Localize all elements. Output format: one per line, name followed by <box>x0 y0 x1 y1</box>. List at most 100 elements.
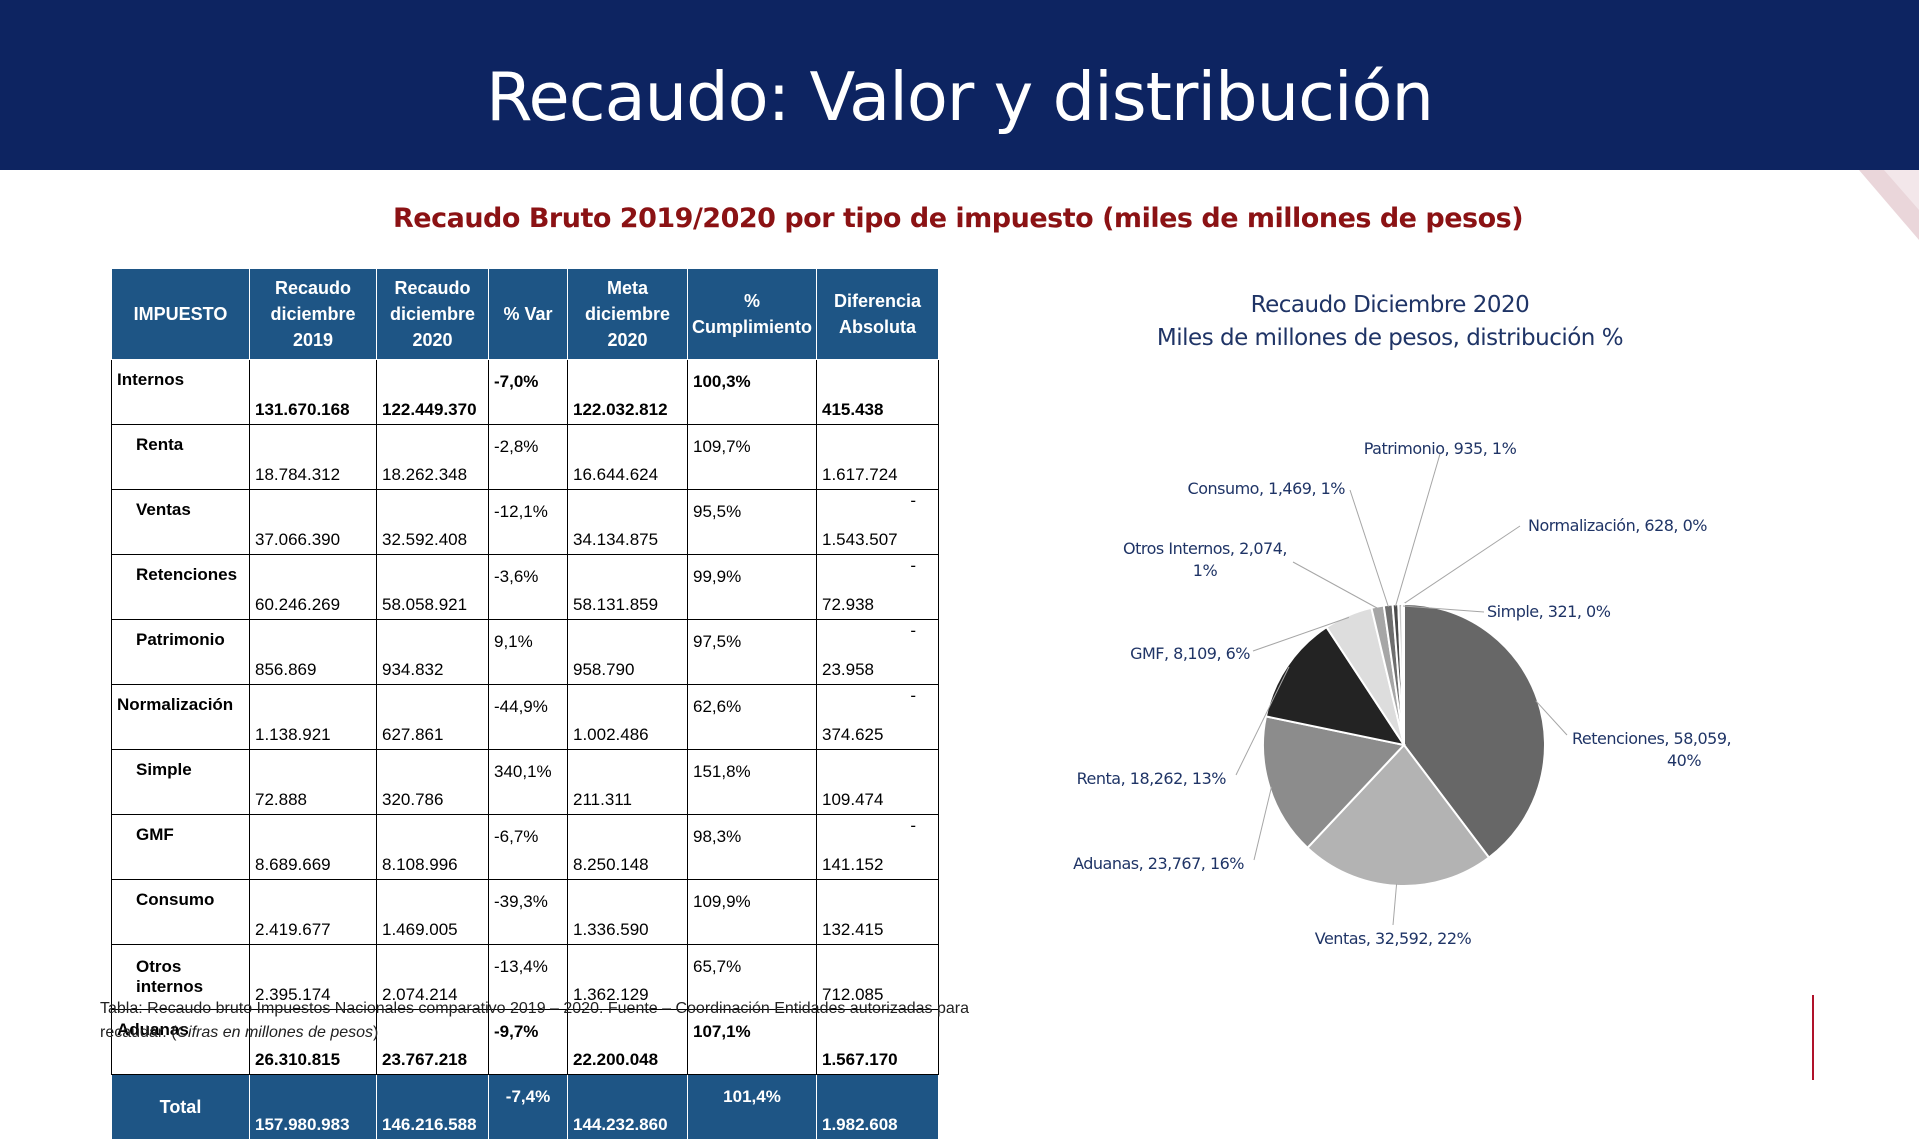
accent-line <box>1812 995 1814 1080</box>
data-label-line: Simple, 321, 0% <box>1487 602 1611 621</box>
leader-line <box>1253 786 1272 861</box>
cell-2019: 72.888 <box>249 749 377 815</box>
cell-meta: 58.131.859 <box>567 554 688 620</box>
data-label-line: Aduanas, 23,767, 16% <box>1073 854 1244 873</box>
cell-2020: 2.074.214 <box>376 944 489 1010</box>
data-label-line: Otros Internos, 2,074, <box>1123 539 1287 558</box>
col-header: % Cumplimiento <box>687 268 817 360</box>
cell-meta: 8.250.148 <box>567 814 688 880</box>
col-header: Diferencia Absoluta <box>816 268 939 360</box>
cell-2019: 8.689.669 <box>249 814 377 880</box>
total-meta: 144.232.860 <box>567 1074 688 1140</box>
cell-diferencia: 415.438 <box>816 359 939 425</box>
cell-diferencia: 1.543.507- <box>816 489 939 555</box>
cell-diferencia: 23.958- <box>816 619 939 685</box>
leader-line <box>1252 616 1350 652</box>
data-label: Normalización, 628, 0% <box>1528 516 1707 535</box>
row-name: Aduanas <box>111 1009 250 1075</box>
total-2020: 146.216.588 <box>376 1074 489 1140</box>
col-header: % Var <box>488 268 568 360</box>
cell-2019: 26.310.815 <box>249 1009 377 1075</box>
table-row: Simple 72.888 320.786 340,1% 211.311 151,8% 10… <box>111 749 939 815</box>
total-2019: 157.980.983 <box>249 1074 377 1140</box>
row-name: Otros internos <box>111 944 250 1010</box>
data-label: Retenciones, 58,059, 40% <box>1572 729 1731 770</box>
cell-meta: 1.002.486 <box>567 684 688 750</box>
cell-var: -3,6% <box>488 554 568 620</box>
cell-2019: 2.395.174 <box>249 944 377 1010</box>
table-total-row: Total 157.980.983 146.216.588 -7,4% 144.232.… <box>111 1074 939 1140</box>
cell-var: -7,0% <box>488 359 568 425</box>
data-label-line: 1% <box>1193 561 1218 580</box>
data-label: Renta, 18,262, 13% <box>1077 769 1227 788</box>
cell-cumplimiento: 109,7% <box>687 424 817 490</box>
cell-2020: 934.832 <box>376 619 489 685</box>
cell-cumplimiento: 100,3% <box>687 359 817 425</box>
cell-2020: 1.469.005 <box>376 879 489 945</box>
dash-mark: - <box>910 556 916 575</box>
cell-cumplimiento: 99,9% <box>687 554 817 620</box>
data-label: Aduanas, 23,767, 16% <box>1073 854 1244 873</box>
cell-meta: 22.200.048 <box>567 1009 688 1075</box>
caption-end: ) <box>373 1024 379 1041</box>
table-header-row: IMPUESTO Recaudo diciembre 2019 Recaudo … <box>111 268 939 360</box>
table-row: Aduanas 26.310.815 23.767.218 -9,7% 22.200.0… <box>111 1009 939 1075</box>
chart-subtitle: Miles de millones de pesos, distribución… <box>1156 325 1624 351</box>
leader-line <box>1535 700 1568 736</box>
cell-diferencia: 1.617.724 <box>816 424 939 490</box>
cell-var: 9,1% <box>488 619 568 685</box>
cell-2020: 8.108.996 <box>376 814 489 880</box>
tax-table: IMPUESTO Recaudo diciembre 2019 Recaudo … <box>111 268 939 1140</box>
caption-italic: Cifras en millones de pesos <box>176 1024 374 1041</box>
cell-var: 340,1% <box>488 749 568 815</box>
cell-cumplimiento: 109,9% <box>687 879 817 945</box>
row-name: Simple <box>111 749 250 815</box>
table-row: Normalización 1.138.921 627.861 -44,9% 1.002… <box>111 684 939 750</box>
table-row: Retenciones 60.246.269 58.058.921 -3,6% 58.1… <box>111 554 939 620</box>
cell-meta: 1.362.129 <box>567 944 688 1010</box>
data-label-line: Consumo, 1,469, 1% <box>1188 479 1346 498</box>
cell-2019: 1.138.921 <box>249 684 377 750</box>
pie-slice-aduanas <box>1261 715 1406 850</box>
total-diferencia: 1.982.608 <box>816 1074 939 1140</box>
row-name: Consumo <box>111 879 250 945</box>
cell-var: -13,4% <box>488 944 568 1010</box>
data-label-line: Retenciones, 58,059, <box>1572 729 1731 748</box>
corner-decoration <box>1859 170 1919 240</box>
cell-cumplimiento: 62,6% <box>687 684 817 750</box>
data-label: Ventas, 32,592, 22% <box>1315 929 1472 948</box>
leader-line <box>1235 666 1290 776</box>
leader-line <box>1292 561 1379 609</box>
table-caption: Tabla: Recaudo bruto Impuestos Nacionale… <box>100 997 980 1045</box>
table-row: Ventas 37.066.390 32.592.408 -12,1% 34.134.8… <box>111 489 939 555</box>
data-label-line: Patrimonio, 935, 1% <box>1364 439 1517 458</box>
cell-2020: 23.767.218 <box>376 1009 489 1075</box>
table-row: Consumo 2.419.677 1.469.005 -39,3% 1.336.590… <box>111 879 939 945</box>
cell-2019: 60.246.269 <box>249 554 377 620</box>
total-cumplimiento: 101,4% <box>687 1074 817 1140</box>
col-header: Recaudo diciembre 2019 <box>249 268 377 360</box>
row-name: Renta <box>111 424 250 490</box>
chart-title: Recaudo Diciembre 2020 <box>1250 292 1530 318</box>
cell-2020: 122.449.370 <box>376 359 489 425</box>
data-label: GMF, 8,109, 6% <box>1130 644 1250 663</box>
cell-2019: 18.784.312 <box>249 424 377 490</box>
leader-line <box>1402 605 1485 613</box>
cell-2019: 856.869 <box>249 619 377 685</box>
table-row: Renta 18.784.312 18.262.348 -2,8% 16.644.624… <box>111 424 939 490</box>
data-label-line: GMF, 8,109, 6% <box>1130 644 1250 663</box>
dash-mark: - <box>910 621 916 640</box>
row-name: Internos <box>111 359 250 425</box>
cell-meta: 211.311 <box>567 749 688 815</box>
data-label: Simple, 321, 0% <box>1487 602 1611 621</box>
data-label-line: Normalización, 628, 0% <box>1528 516 1707 535</box>
row-name: Ventas <box>111 489 250 555</box>
cell-var: -9,7% <box>488 1009 568 1075</box>
table-subtitle: Recaudo Bruto 2019/2020 por tipo de impu… <box>393 203 1524 234</box>
dash-mark: - <box>910 816 916 835</box>
page-title: Recaudo: Valor y distribución <box>486 58 1434 136</box>
leader-line <box>1395 453 1441 607</box>
caption-text: Tabla: Recaudo bruto Impuestos Nacionale… <box>100 1000 969 1041</box>
table-row: Otros internos 2.395.174 2.074.214 -13,4% 1.… <box>111 944 939 1010</box>
cell-diferencia: 141.152- <box>816 814 939 880</box>
